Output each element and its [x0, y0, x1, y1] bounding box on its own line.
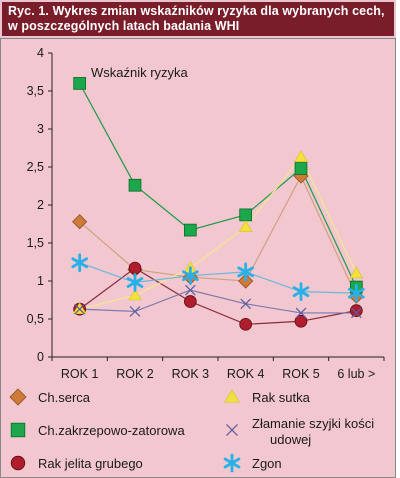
data-point	[71, 253, 88, 273]
series-line	[79, 155, 357, 310]
data-point	[128, 288, 142, 301]
data-point	[348, 283, 365, 303]
x-tick-label: ROK 2	[116, 367, 154, 381]
y-tick-label: 2,5	[27, 160, 44, 174]
legend-label: Zgon	[252, 456, 282, 471]
data-point	[237, 262, 254, 282]
data-point	[128, 178, 142, 192]
y-tick-label: 2	[37, 198, 44, 212]
annotation-label: Wskaźnik ryzyka	[91, 65, 189, 80]
legend-label: Rak sutka	[252, 390, 311, 405]
legend-marker	[223, 453, 241, 473]
data-point	[240, 298, 251, 310]
data-point	[349, 304, 363, 317]
legend-label: Ch.serca	[38, 390, 91, 405]
y-tick-label: 3,5	[27, 84, 44, 98]
x-tick-label: ROK 5	[282, 367, 320, 381]
data-point	[183, 223, 197, 237]
legend-marker	[224, 389, 240, 403]
legend-label: Rak jelita grubego	[38, 456, 143, 471]
legend-marker	[9, 388, 27, 406]
data-point	[74, 303, 85, 315]
x-tick-label: ROK 3	[172, 367, 210, 381]
y-tick-label: 0,5	[27, 312, 44, 326]
data-point	[295, 307, 307, 319]
series-line	[79, 262, 357, 294]
data-point	[239, 208, 253, 222]
y-tick-label: 4	[37, 46, 44, 60]
data-point	[294, 162, 308, 175]
data-point	[349, 266, 364, 279]
data-point	[294, 150, 308, 162]
y-tick-label: 0	[37, 350, 44, 364]
legend-marker	[10, 455, 26, 471]
data-point	[72, 302, 87, 314]
data-point	[351, 307, 362, 319]
data-point	[238, 220, 253, 232]
chart-caption: Ryc. 1. Wykres zmian wskaźników ryzyka d…	[0, 0, 396, 38]
data-point	[72, 214, 88, 230]
x-tick-label: ROK 4	[227, 367, 265, 381]
x-tick-label: ROK 1	[61, 367, 99, 381]
data-point	[128, 261, 142, 275]
legend-label: Złamanie szyjki kości udowej	[252, 416, 374, 447]
data-point	[126, 273, 144, 292]
series-line	[79, 83, 357, 288]
series-line	[79, 174, 357, 297]
y-tick-label: 1,5	[27, 236, 44, 250]
data-point	[183, 295, 197, 308]
data-point	[185, 284, 196, 296]
data-point	[73, 77, 87, 90]
data-point	[182, 266, 199, 286]
data-point	[129, 306, 141, 317]
series-line	[79, 289, 357, 314]
legend-marker	[225, 423, 239, 437]
y-tick-label: 3	[37, 122, 44, 136]
plot-frame	[0, 38, 396, 478]
data-point	[239, 317, 253, 331]
legend-marker	[10, 422, 26, 438]
caption-text: Ryc. 1. Wykres zmian wskaźników ryzyka d…	[8, 4, 385, 33]
series-line	[79, 267, 357, 325]
data-point	[294, 314, 308, 328]
data-point	[292, 282, 310, 302]
y-tick-label: 1	[37, 274, 44, 288]
legend-label: Ch.zakrzepowo-zatorowa	[38, 423, 185, 438]
x-tick-label: 6 lub >	[337, 367, 375, 381]
